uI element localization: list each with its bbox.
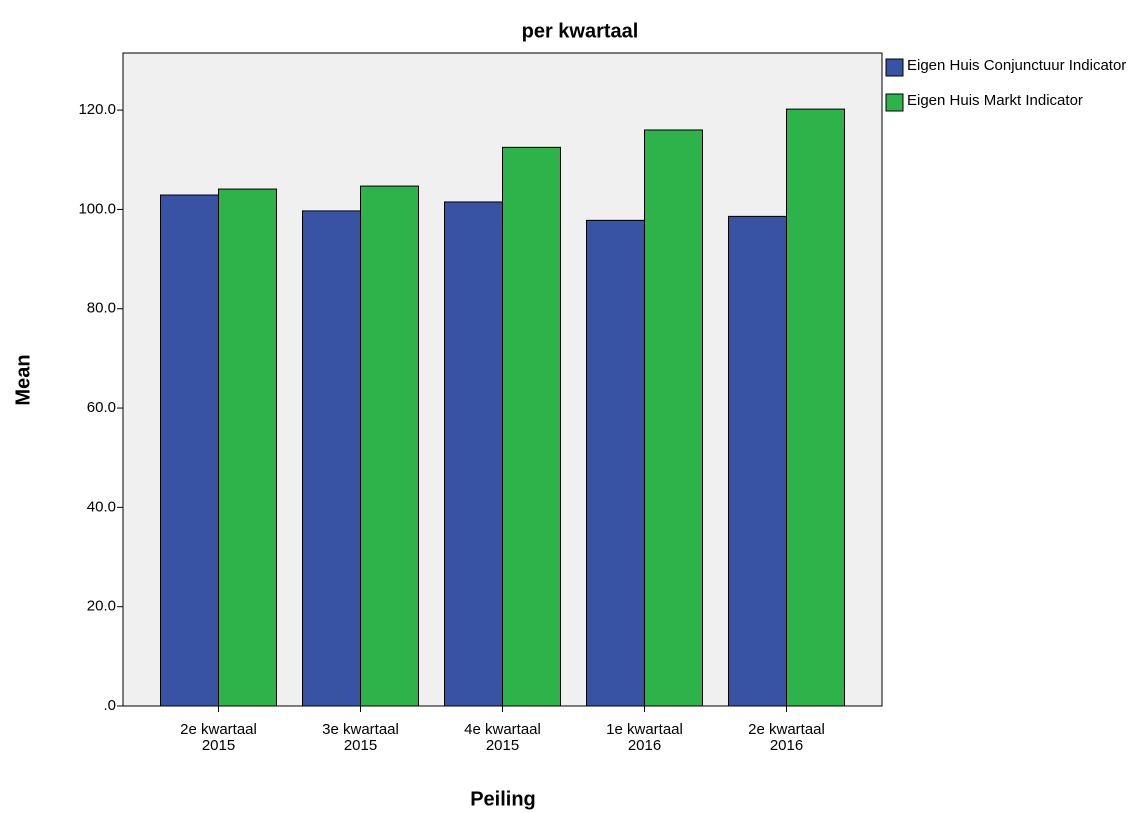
y-axis-label: Mean	[12, 354, 34, 405]
x-tick-label: 2e kwartaal 2015	[180, 721, 257, 754]
x-tick-label: 2e kwartaal 2016	[748, 721, 825, 754]
y-tick-label: 80.0	[87, 300, 116, 317]
legend-label: Eigen Huis Conjunctuur Indicator	[907, 57, 1127, 74]
bar	[586, 219, 645, 707]
y-tick-label: 60.0	[87, 399, 116, 416]
x-axis-label: Peiling	[470, 788, 536, 810]
bar	[728, 215, 787, 707]
chart-title: per kwartaal	[522, 20, 639, 42]
bar	[502, 146, 561, 707]
y-tick-label: 20.0	[87, 598, 116, 615]
bar	[644, 129, 703, 707]
bar	[444, 201, 503, 707]
bar	[302, 210, 361, 707]
y-tick-label: 120.0	[78, 101, 116, 118]
bar	[360, 185, 419, 707]
bar	[786, 108, 845, 707]
bar	[218, 188, 277, 707]
legend-swatch	[885, 58, 904, 77]
bar	[160, 194, 219, 707]
y-tick-label: 40.0	[87, 498, 116, 515]
x-tick-label: 4e kwartaal 2015	[464, 721, 541, 754]
legend-label: Eigen Huis Markt Indicator	[907, 92, 1083, 109]
y-tick-label: 100.0	[78, 200, 116, 217]
x-tick-label: 3e kwartaal 2015	[322, 721, 399, 754]
x-tick-label: 1e kwartaal 2016	[606, 721, 683, 754]
legend-swatch	[885, 93, 904, 112]
y-tick-label: .0	[103, 697, 116, 714]
